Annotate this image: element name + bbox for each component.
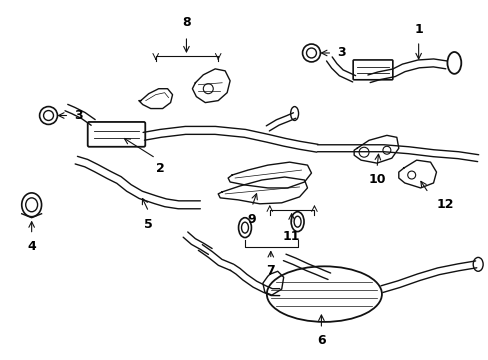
- Text: 1: 1: [413, 23, 422, 36]
- Text: 3: 3: [74, 109, 83, 122]
- Text: 6: 6: [316, 334, 325, 347]
- Text: 12: 12: [436, 198, 453, 211]
- Text: 4: 4: [27, 239, 36, 252]
- Text: 3: 3: [337, 46, 345, 59]
- Text: 8: 8: [182, 16, 190, 29]
- Text: 2: 2: [156, 162, 164, 175]
- Text: 7: 7: [266, 264, 275, 277]
- Text: 10: 10: [367, 173, 385, 186]
- Text: 5: 5: [144, 218, 153, 231]
- Text: 11: 11: [282, 230, 300, 243]
- Text: 9: 9: [247, 213, 256, 226]
